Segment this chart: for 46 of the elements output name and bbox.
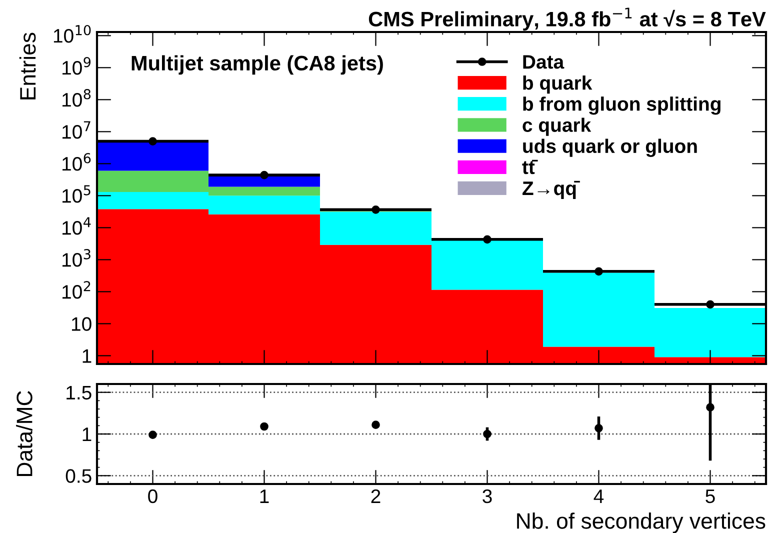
point	[372, 420, 380, 429]
y-tick-label: 10$^{8}$	[62, 89, 91, 107]
y-tick-label: 10$^{6}$	[62, 153, 91, 171]
y-tick-label: 1	[82, 428, 92, 442]
y-tick-label: 10$^{7}$	[62, 121, 90, 139]
legend-label: b from gluon splitting	[523, 96, 720, 115]
x-tick-label: 2	[371, 489, 380, 503]
point	[483, 235, 492, 244]
y-tick-label: 10$^{9}$	[62, 57, 91, 75]
point	[260, 170, 268, 180]
y-tick-label: 1.5	[66, 386, 92, 400]
point	[372, 206, 380, 214]
point	[594, 267, 603, 276]
x-tick-label: 5	[706, 490, 715, 504]
point	[483, 430, 492, 438]
y-axis-title: Data/MC	[16, 391, 32, 476]
y-tick-label: 10$^{3}$	[62, 249, 90, 267]
chart-title: CMS Preliminary, 19.8 fb$^{−1}$ at √s = 8 TeV	[368, 8, 766, 31]
annotation: Multijet sample (CA8 jets)	[132, 55, 383, 75]
y-tick-label: 0.5	[66, 469, 92, 483]
y-tick-label: 10$^{5}$	[62, 185, 90, 203]
y-tick-label: 10$^{2}$	[62, 281, 90, 299]
legend-label: Z→qq̄	[522, 180, 580, 200]
x-tick-label: 0	[148, 489, 158, 504]
bar	[208, 176, 320, 187]
y-axis-title: Entries	[19, 32, 36, 100]
legend-label: tt̄	[522, 160, 538, 174]
y-tick-label: 10$^{4}$	[62, 217, 91, 235]
bar	[97, 141, 208, 171]
point	[706, 300, 714, 309]
x-tick-label: 4	[594, 490, 604, 503]
point	[260, 422, 268, 431]
legend-label: uds quark or gluon	[523, 138, 697, 157]
x-tick-label: 3	[482, 489, 492, 504]
legend-label: b quark	[523, 76, 592, 94]
legend-label: c quark	[522, 118, 592, 136]
point	[706, 403, 714, 412]
y-tick-label: 10$^{10}$	[54, 25, 91, 43]
point	[148, 430, 157, 439]
x-axis-title: Nb. of secondary vertices	[517, 512, 766, 533]
legend-label: Data	[523, 55, 564, 69]
y-tick-label: 10	[72, 317, 92, 331]
point	[148, 137, 157, 146]
x-tick-label: 1	[260, 490, 269, 503]
y-tick-label: 1	[82, 349, 92, 363]
point	[594, 424, 603, 432]
